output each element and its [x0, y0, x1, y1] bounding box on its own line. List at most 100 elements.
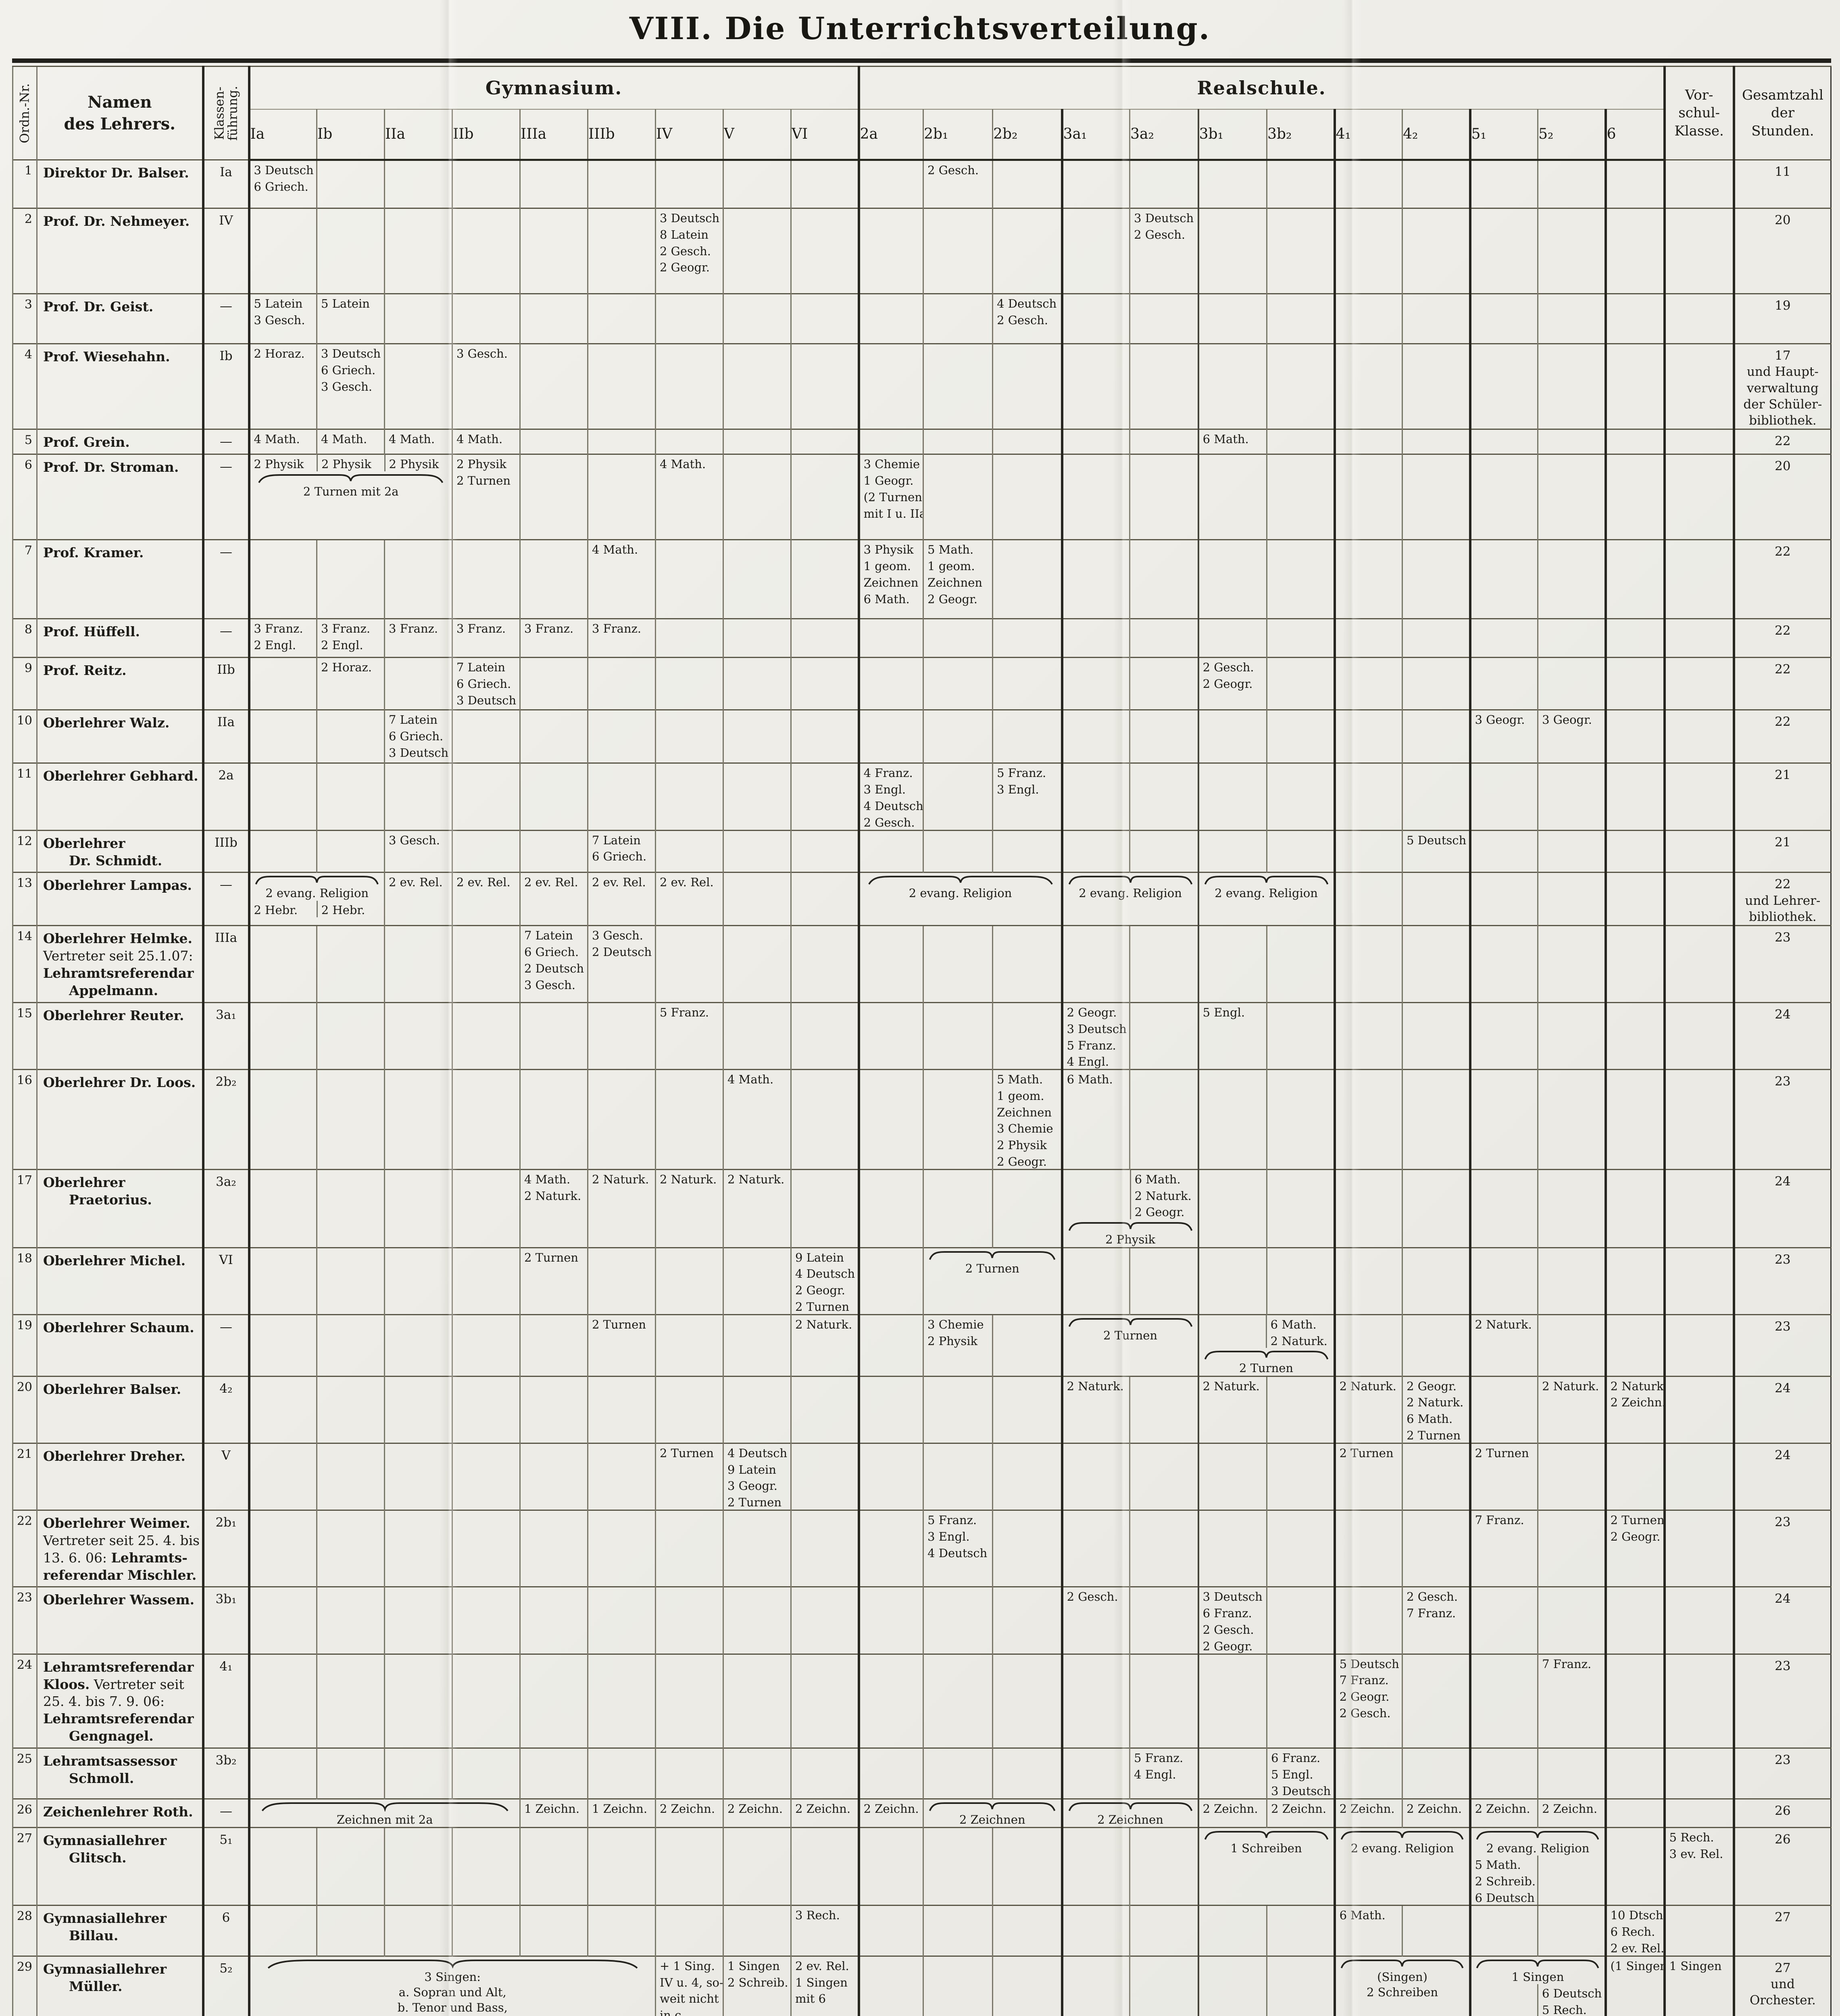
lesson-cell-3a1 [1061, 925, 1130, 1003]
lesson-cell-42 [1402, 1747, 1470, 1799]
lesson-cell-IV [655, 293, 723, 344]
lesson-cell-Ia: 2 evang. Religion 2 Hebr. 2 Hebr. [248, 872, 385, 926]
teacher-name-cell: Oberlehrer Reuter. [36, 1002, 203, 1070]
klassenfuehrung-cell: — [202, 1314, 249, 1377]
total-hours-line: 23 [1775, 1514, 1791, 1529]
lesson-cell-IIb [452, 1905, 520, 1956]
lesson-cell-41 [1333, 1586, 1402, 1654]
lesson-entry: 2 Deutsch [592, 945, 652, 959]
lesson-cell-51: 2 Naturk. [1469, 1314, 1538, 1377]
name-segment: Prof. Hüffell. [43, 624, 140, 640]
lesson-entry: 3 Gesch. [321, 379, 373, 394]
lesson-entry: 2 Naturk. [1270, 1334, 1327, 1348]
table-body: 1 Direktor Dr. Balser. Ia 3 Deutsch 6 Griech… [12, 159, 1831, 2016]
teacher-name-line: Lehramtsreferendar [43, 1659, 200, 1676]
lesson-cell-41 [1333, 618, 1402, 658]
teacher-name: Oberlehrer Wassem. [38, 1588, 202, 1611]
lesson-cell-3a1 [1061, 1247, 1130, 1315]
lesson-cell-V [723, 1586, 791, 1654]
lesson-cell-Ia [248, 1442, 317, 1510]
teacher-name-cell: Lehramtsreferendar Kloos. Vertreter seit 2… [36, 1653, 203, 1748]
lesson-cell-41: 6 Math. [1333, 1905, 1402, 1956]
lesson-cell-51 [1469, 872, 1538, 926]
lesson-entry: 3 Franz. [456, 622, 506, 636]
lesson-cell-IV: + 1 Sing. IV u. 4, so-weit nicht in c [655, 1955, 723, 2016]
cell-content: 4 Math. [589, 541, 655, 557]
lesson-cell-VI [790, 1747, 859, 1799]
lesson-cell-2a [857, 1747, 923, 1799]
name-segment: Oberlehrer Helmke. [43, 931, 192, 947]
lesson-entry: 2 Geogr. [1067, 1005, 1117, 1019]
teacher-name-cell: Prof. Hüffell. [36, 618, 203, 658]
lesson-cell-6 [1604, 829, 1665, 873]
brace-label: 2 Turnen mit 2a [303, 485, 399, 499]
lesson-cell-Ia [248, 762, 317, 831]
klassenfuehrung-line: 3a₂ [216, 1174, 236, 1189]
lesson-cell-42 [1402, 1509, 1470, 1587]
lesson-cell-IIIa [519, 208, 588, 294]
total-hours-line: 24 [1775, 1007, 1791, 1022]
lesson-cell-3a1 [1061, 1442, 1130, 1510]
cell-content: 5 Franz. [657, 1004, 723, 1019]
lesson-cell-52 [1537, 539, 1606, 619]
cell-content: 2 Zeichn. [1404, 1800, 1469, 1816]
group-header-gymnasium: Gymnasium. [248, 66, 859, 109]
teacher-name-cell: Oberlehrer Walz. [36, 709, 203, 763]
lesson-entry: 8 Latein [660, 227, 708, 242]
vorschul-header-line: schul- [1678, 105, 1720, 121]
lesson-cell-IV: 2 Zeichn. [655, 1798, 723, 1828]
lesson-cell-6 [1604, 618, 1665, 658]
teacher-name: Oberlehrer Dr. Schmidt. [38, 831, 202, 872]
lesson-entry: 6 Math. [1067, 1073, 1113, 1087]
lesson-cell-V [723, 709, 791, 763]
total-hours-cell: 24 [1732, 1375, 1831, 1443]
lesson-cell-V: 1 Singen 2 Schreib. [723, 1955, 791, 2016]
teacher-name-line: Lehramtsreferendar [43, 1710, 200, 1728]
class-col-header-42: 4₂ [1402, 109, 1470, 161]
lesson-cell-3a1 [1061, 159, 1130, 208]
name-segment: Appelmann. [69, 983, 158, 999]
lesson-entry: 2 Naturk. [1202, 1379, 1260, 1393]
lesson-cell-52: 2 Naturk. [1537, 1375, 1606, 1443]
class-col-header-IIIa: IIIa [519, 109, 588, 161]
brace-label: (Singen) [1377, 1970, 1427, 1984]
cell-content: 3 Deutsch 6 Griech. [252, 161, 317, 194]
lesson-cell-51 [1469, 1747, 1538, 1799]
teacher-row: 24 Lehramtsreferendar Kloos. Vertreter sei… [12, 1653, 1831, 1748]
lesson-cell-3a1 [1061, 709, 1130, 763]
name-segment: Oberlehrer Dr. Loos. [43, 1075, 196, 1091]
lesson-cell-IIb [452, 709, 520, 763]
lesson-cell-Ib [316, 539, 385, 619]
lesson-entry: 2 Gesch. [863, 815, 915, 829]
brace-label: 1 Singen [1511, 1970, 1564, 1984]
teacher-name-cell: Lehramtsassessor Schmoll. [36, 1747, 203, 1799]
klassenfuehrung-line: 5₁ [219, 1832, 233, 1847]
lesson-entry: 3 Rech. [795, 1908, 840, 1922]
lesson-entry: 3 Deutsch [1202, 1590, 1263, 1604]
lesson-entry: 2 Naturk. [660, 1172, 717, 1186]
lesson-entry: 5 Latein [321, 297, 370, 310]
cell-content: 2 Naturk. [792, 1316, 858, 1331]
lesson-entry: 2 Zeichn. [1202, 1801, 1258, 1816]
lesson-entry: 6 Math. [1407, 1412, 1453, 1426]
lesson-entry: 2 Schreib. [1475, 1874, 1536, 1888]
lesson-entry: 2 Deutsch [524, 961, 584, 975]
lesson-cell-IIa [384, 539, 452, 619]
klassenfuehrung-line: 2b₂ [215, 1075, 237, 1089]
lesson-cell-6: 2 Turnen 2 Geogr. [1604, 1509, 1665, 1587]
lesson-cell-2a [857, 925, 923, 1003]
cell-content: 2 Naturk. 2 Zeichn. [1608, 1377, 1665, 1410]
name-segment: Müller. [69, 1978, 123, 1994]
lesson-cell-41 [1333, 925, 1402, 1003]
lesson-cell-3a2 [1129, 925, 1198, 1003]
teacher-row: 1 Direktor Dr. Balser. Ia 3 Deutsch 6 Griech… [12, 159, 1831, 208]
lesson-cell-3b1: 2 Gesch. 2 Geogr. [1197, 657, 1267, 710]
lesson-entry: 2 Gesch. [997, 313, 1048, 327]
name-segment: Oberlehrer Reuter. [43, 1007, 184, 1023]
total-hours-cell: 24 [1732, 1442, 1831, 1510]
cell-content: 3 Deutsch 6 Franz. 2 Gesch. 2 Geogr. [1200, 1588, 1267, 1654]
lesson-cell-Ia: 3 Franz. 2 Engl. [248, 618, 317, 658]
total-hours-cell: 21 [1732, 829, 1831, 873]
